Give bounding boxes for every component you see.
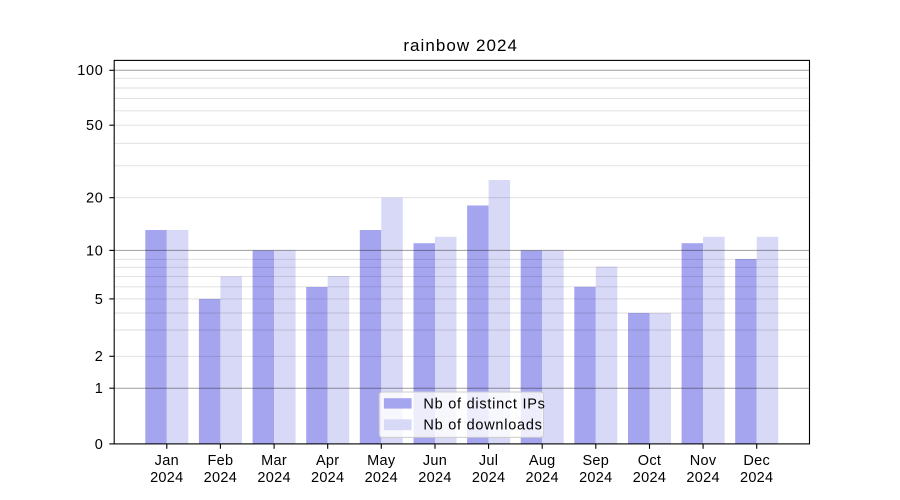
- svg-text:Sep: Sep: [582, 453, 609, 469]
- svg-text:2024: 2024: [365, 470, 398, 486]
- svg-text:2024: 2024: [579, 470, 612, 486]
- svg-text:2024: 2024: [740, 470, 773, 486]
- svg-text:2024: 2024: [257, 470, 290, 486]
- svg-text:2024: 2024: [311, 470, 344, 486]
- svg-text:2024: 2024: [418, 470, 451, 486]
- svg-text:rainbow 2024: rainbow 2024: [403, 36, 518, 55]
- svg-text:2: 2: [95, 349, 104, 365]
- svg-text:5: 5: [95, 292, 104, 308]
- svg-text:Nb of downloads: Nb of downloads: [423, 418, 542, 434]
- svg-text:Feb: Feb: [207, 453, 233, 469]
- svg-text:May: May: [367, 453, 396, 469]
- svg-text:Mar: Mar: [261, 453, 287, 469]
- svg-text:Apr: Apr: [316, 453, 339, 469]
- svg-text:Dec: Dec: [743, 453, 770, 469]
- svg-text:0: 0: [95, 437, 104, 453]
- svg-text:2024: 2024: [150, 470, 183, 486]
- svg-text:Jun: Jun: [423, 453, 447, 469]
- svg-text:2024: 2024: [472, 470, 505, 486]
- svg-text:Oct: Oct: [638, 453, 661, 469]
- svg-text:50: 50: [86, 118, 104, 134]
- svg-text:10: 10: [86, 243, 104, 259]
- svg-text:20: 20: [86, 191, 104, 207]
- svg-text:Nb of distinct IPs: Nb of distinct IPs: [423, 396, 545, 412]
- svg-text:Jan: Jan: [155, 453, 179, 469]
- svg-text:2024: 2024: [686, 470, 719, 486]
- svg-text:2024: 2024: [525, 470, 558, 486]
- svg-text:2024: 2024: [204, 470, 237, 486]
- svg-text:100: 100: [77, 63, 103, 79]
- svg-text:2024: 2024: [633, 470, 666, 486]
- svg-text:1: 1: [95, 381, 104, 397]
- svg-text:Nov: Nov: [690, 453, 717, 469]
- svg-text:Jul: Jul: [479, 453, 498, 469]
- svg-text:Aug: Aug: [529, 453, 556, 469]
